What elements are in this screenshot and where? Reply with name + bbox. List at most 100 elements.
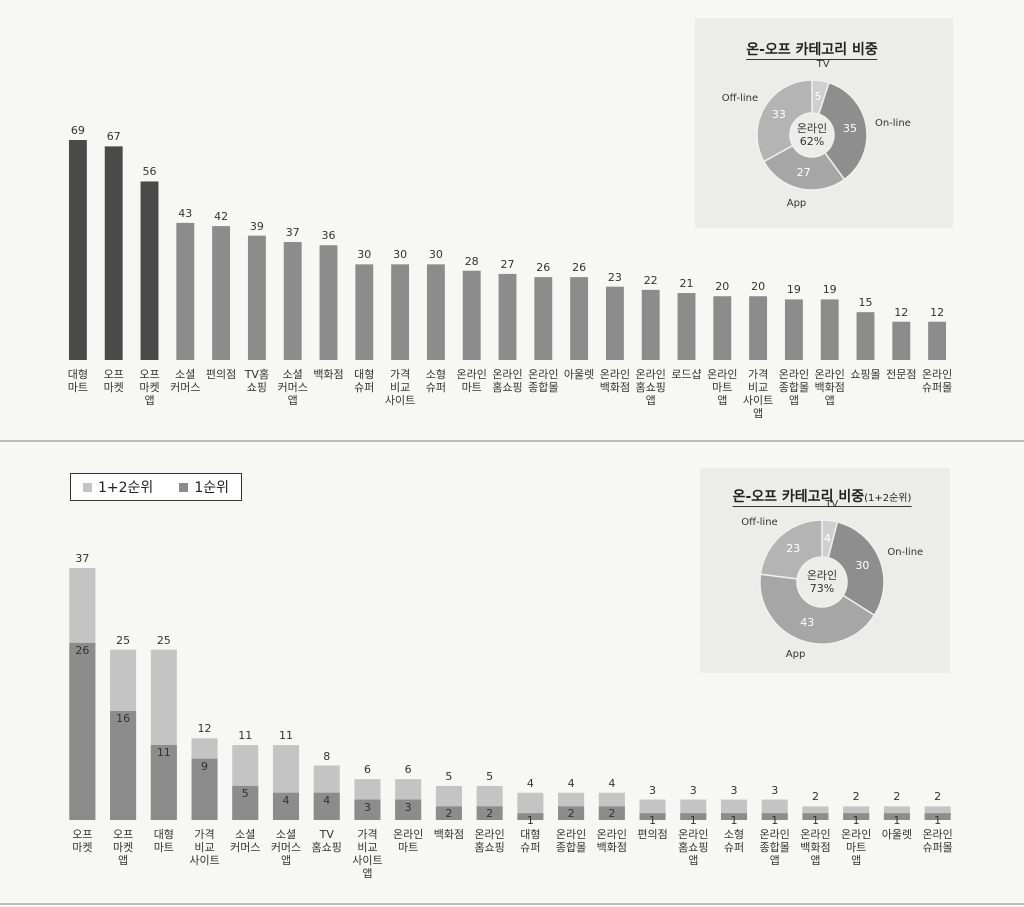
slice-name: TV: [825, 498, 839, 510]
value-label: 37: [75, 552, 90, 565]
bar: [435, 806, 462, 820]
value-label: 1: [526, 814, 534, 828]
value-label: 2: [893, 790, 901, 804]
bar: [272, 792, 300, 820]
legend-swatch: [83, 483, 92, 492]
bar: [176, 222, 195, 360]
pie-slice: [817, 81, 868, 181]
value-label: 2: [567, 807, 575, 821]
value-label: 30: [393, 248, 408, 262]
value-label: 6: [363, 763, 371, 777]
bar: [761, 813, 788, 820]
bar: [68, 140, 87, 360]
value-label: 1: [689, 814, 697, 828]
value-label: 67: [106, 130, 121, 144]
slice-value: 27: [796, 165, 811, 179]
bar: [843, 813, 870, 820]
value-label: 19: [786, 283, 801, 297]
bar: [677, 293, 696, 360]
pie-slice: [759, 573, 876, 645]
x-tick-label: 온라인 홈쇼핑: [492, 368, 523, 394]
slice-value: 23: [786, 542, 801, 556]
x-tick-label: 대형 마트: [153, 828, 174, 854]
bar: [713, 296, 732, 360]
slice-value: 5: [814, 89, 822, 103]
chart-title: 온-오프 카테고리 비중(1+2순위): [732, 486, 912, 507]
value-label: 42: [214, 210, 229, 224]
value-label: 36: [321, 229, 336, 243]
bar: [924, 813, 951, 820]
legend-item: 1+2순위: [83, 477, 153, 497]
pie-slice: [756, 79, 813, 163]
x-tick-label: 대형 슈퍼: [354, 368, 375, 394]
value-label: 3: [363, 800, 371, 814]
bar: [354, 799, 381, 820]
bar: [720, 813, 748, 820]
subtitle: (1+2순위): [864, 493, 912, 504]
slice-name: On-line: [887, 547, 924, 559]
bar: [820, 299, 839, 360]
x-tick-label: 온라인 홈쇼핑: [474, 828, 505, 854]
slice-name: TV: [816, 58, 830, 70]
bar: [749, 296, 768, 360]
value-label: 2: [486, 807, 494, 821]
value-label: 22: [643, 273, 658, 287]
x-tick-label: 오프 마켓: [103, 368, 124, 394]
bar: [426, 264, 445, 360]
value-label: 5: [445, 769, 453, 783]
bar: [641, 289, 660, 360]
bar: [283, 242, 302, 360]
x-tick-label: 소셜 커머스: [170, 368, 201, 394]
bar: [680, 813, 707, 820]
x-tick-label: 대형 마트: [67, 368, 89, 394]
x-tick-label: 온라인 종합몰: [555, 828, 587, 854]
x-tick-label: TV홈 쇼핑: [244, 368, 270, 394]
x-tick-label: 로드샵: [671, 368, 702, 381]
value-label: 25: [156, 633, 171, 647]
x-tick-label: 온라인 마트 앱: [707, 368, 738, 407]
value-label: 2: [811, 790, 819, 804]
panel: [695, 18, 953, 228]
value-label: 26: [536, 261, 551, 275]
center-label: 온라인 73%: [806, 569, 838, 595]
bar: [140, 181, 159, 360]
bar: [534, 277, 553, 360]
bar: [784, 299, 803, 360]
x-tick-label: 가격 비교 사이트 앱: [742, 368, 774, 420]
value-label: 5: [486, 769, 494, 783]
bar: [802, 813, 829, 820]
bar: [395, 799, 422, 820]
x-tick-label: 아울렛: [881, 828, 913, 841]
value-label: 12: [894, 305, 909, 319]
value-label: 20: [751, 280, 766, 294]
bar: [892, 321, 911, 360]
value-label: 6: [404, 763, 412, 777]
value-label: 1: [893, 814, 901, 828]
x-tick-label: 가격 비교 사이트: [189, 828, 220, 867]
bar: [462, 270, 481, 360]
value-label: 9: [201, 759, 209, 773]
value-label: 4: [282, 793, 290, 807]
value-label: 11: [156, 746, 171, 760]
value-label: 11: [279, 729, 293, 743]
x-tick-label: 온라인 종합몰 앱: [778, 368, 810, 407]
x-tick-label: 소셜 커머스 앱: [277, 368, 308, 407]
bar: [517, 813, 544, 820]
x-tick-label: 소셜 커머스: [230, 828, 261, 854]
bar: [476, 806, 503, 820]
bar: [232, 785, 259, 820]
x-tick-label: 온라인 홈쇼핑 앱: [678, 828, 709, 867]
value-label: 30: [428, 248, 443, 262]
value-label: 19: [822, 283, 837, 297]
legend-label: 1순위: [194, 480, 229, 496]
value-label: 1: [649, 814, 657, 828]
pie-slice: [827, 521, 885, 617]
x-tick-label: 쇼핑몰: [850, 368, 881, 381]
value-label: 3: [689, 783, 697, 797]
value-label: 23: [607, 270, 622, 284]
x-tick-label: 온라인 백화점 앱: [800, 828, 831, 867]
x-tick-label: 온라인 마트: [456, 368, 487, 394]
chart-title: 온-오프 카테고리 비중: [746, 39, 878, 60]
value-label: 26: [75, 643, 90, 657]
